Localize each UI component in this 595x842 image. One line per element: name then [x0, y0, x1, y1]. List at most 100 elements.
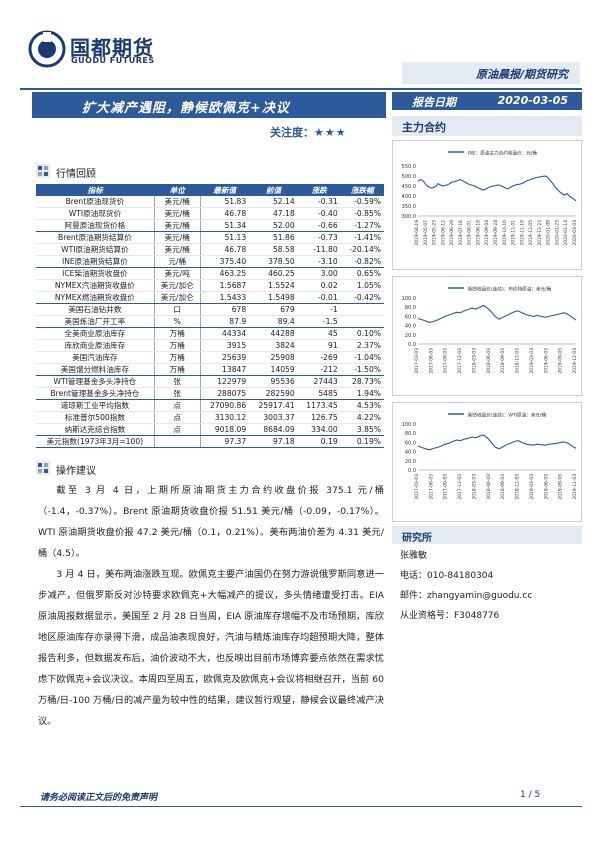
table-cell: 25639: [200, 351, 250, 364]
table-cell: -0.31: [297, 196, 341, 208]
table-cell: 张: [154, 387, 201, 400]
section-title-market: 行情回顾: [56, 169, 96, 180]
section-title-advice: 操作建议: [56, 466, 96, 477]
y-tick-label: 60.0: [405, 314, 416, 320]
table-cell: -0.73: [297, 231, 341, 244]
table-cell: 万桶: [154, 363, 201, 376]
star-rating-icon: ★★★: [314, 126, 347, 139]
table-cell: 美元/桶: [154, 207, 201, 220]
y-tick-label: 40.0: [405, 450, 416, 456]
table-row: WTI原油现货价 美元/桶 46.78 47.18 -0.40 -0.85%: [36, 207, 384, 220]
table-cell: 126.75: [297, 411, 341, 424]
table-cell: Brent原油期货结算价: [36, 231, 155, 244]
table-row: INE原油期货结算价 元/桶 375.40 378.50 -3.10 -0.82%: [36, 255, 384, 268]
x-tick-label: 2019-05-07: [423, 220, 429, 246]
x-tick-label: 2019-11-19: [519, 220, 525, 246]
y-tick-label: 450.0: [402, 184, 416, 190]
table-cell: NYMEX汽油期货收盘价: [36, 279, 155, 292]
table-cell: 91: [297, 339, 341, 352]
table-cell: 46.78: [200, 207, 250, 220]
table-cell: 美元/桶: [154, 219, 201, 232]
table-row: Brent原油期货结算价 美元/桶 51.13 51.86 -0.73 -1.41%: [36, 231, 384, 244]
y-tick-label: 550.0: [402, 164, 416, 170]
table-cell: -1.50%: [340, 363, 384, 376]
table-cell: -0.01: [297, 291, 341, 304]
chart-ine: INE：原油主力合约收盘价：元/桶 550.0 500.0 450.0 400.0 350…: [392, 140, 582, 270]
x-tick-label: 2019-12-03: [572, 474, 578, 500]
table-row: 纳斯达克综合指数点 9018.09 8684.09 334.00 3.85%: [36, 423, 384, 436]
legend-label: 期货收盘价(连续)：WTI原油：美元/桶: [468, 412, 547, 419]
table-cell: 46.78: [200, 243, 250, 256]
market-table: 指标 单位 最新值 前值 涨跌 涨跌幅 Brent原油现货价 美元/桶 51.83 5…: [36, 184, 384, 448]
table-cell: 95536: [249, 375, 298, 388]
table-cell: 万桶: [154, 339, 201, 352]
x-tick-label: 2017-03-03: [414, 348, 420, 374]
table-cell: 0.10%: [340, 327, 384, 340]
table-cell: 1.05%: [340, 279, 384, 292]
y-tick-label: 100.0: [402, 422, 416, 428]
y-tick-label: 20.0: [405, 459, 416, 465]
col-header: 指标: [36, 184, 155, 196]
table-cell: 美元/加仑: [154, 291, 201, 304]
x-tick-label: 2019-09-04: [484, 220, 490, 246]
chart-brent: 期货收盘价(连续)：布伦特原油：美元/桶 100.0 80.0 60.0 40.0 20.…: [392, 276, 582, 396]
table-cell: -212: [297, 363, 341, 376]
table-cell: 51.86: [249, 231, 298, 244]
table-cell: 美元指数(1973年3月=100): [36, 435, 155, 448]
series-line: [417, 175, 577, 202]
table-cell: 3824: [249, 339, 298, 352]
logo-icon: [28, 30, 66, 68]
report-date-value: 2020-03-05: [497, 94, 568, 107]
chart-brent-svg: 期货收盘价(连续)：布伦特原油：美元/桶 100.0 80.0 60.0 40.0 20.…: [392, 276, 582, 396]
table-cell: 美元/桶: [154, 196, 201, 208]
chart-ine-svg: INE：原油主力合约收盘价：元/桶 550.0 500.0 450.0 400.0 350…: [392, 140, 582, 270]
company-logo: 国都期货 GUODU FUTURES: [28, 30, 178, 70]
table-cell: 47.18: [249, 207, 298, 220]
chart-frame: [392, 402, 582, 522]
table-cell: 美国炼油厂开工率: [36, 315, 155, 328]
table-header-row: 指标 单位 最新值 前值 涨跌 涨跌幅: [36, 184, 384, 196]
chart-frame: [392, 140, 582, 270]
table-cell: 460.25: [249, 267, 298, 280]
table-cell: -1: [297, 303, 341, 316]
table-cell: ICE柴油期货收盘价: [36, 267, 155, 280]
table-row: 美国炼油厂开工率% 87.9 89.4 -1.5: [36, 315, 384, 328]
table-cell: 3915: [200, 339, 250, 352]
x-tick-label: 2019-06-03: [543, 474, 549, 500]
x-tick-label: 2019-08-01: [467, 220, 473, 246]
x-tick-label: 2019-11-01: [511, 220, 517, 246]
researcher-email[interactable]: 邮件：zhangyamin@guodu.cc: [400, 591, 533, 601]
table-cell: 库欣商业原油库存: [36, 339, 155, 352]
table-cell: -0.59%: [340, 196, 384, 208]
table-cell: -3.10: [297, 255, 341, 268]
table-cell: WTI管理基金多头净持仓: [36, 375, 155, 388]
table-row: 道琼斯工业平均指数点 27090.86 25917.41 1173.45 4.53%: [36, 399, 384, 412]
table-cell: INE原油期货结算价: [36, 255, 155, 268]
table-cell: 点: [154, 423, 201, 436]
table-cell: 8684.09: [249, 423, 298, 436]
table-cell: 52.14: [249, 196, 298, 208]
table-cell: -1.27%: [340, 219, 384, 232]
researcher-license: 从业资格号：F3048776: [400, 611, 500, 621]
focus-rating: 关注度：★★★: [270, 124, 347, 140]
researcher-title: 研究所: [402, 533, 432, 544]
logo-text-cn: 国都期货: [70, 36, 154, 60]
x-tick-label: 2019-09-03: [558, 348, 564, 374]
section-bullet-icon: [36, 461, 50, 475]
table-row: 全美商业原油库存 万桶 44334 44288 45 0.10%: [36, 327, 384, 340]
table-cell: 463.25: [200, 267, 250, 280]
x-tick-label: 2019-12-03: [572, 348, 578, 374]
x-tick-label: 2019-06-03: [543, 348, 549, 374]
y-tick-label: 0.0: [408, 342, 416, 348]
table-cell: 张: [154, 375, 201, 388]
y-tick-label: 300.0: [402, 214, 416, 220]
x-tick-label: 2017-09-03: [443, 474, 449, 500]
table-cell: -0.82%: [340, 255, 384, 268]
table-cell: -20.14%: [340, 243, 384, 256]
header-divider: [20, 88, 582, 90]
x-tick-label: 2017-06-03: [428, 474, 434, 500]
table-cell: 52.00: [249, 219, 298, 232]
table-cell: 0.65%: [340, 267, 384, 280]
table-cell: 122979: [200, 375, 250, 388]
disclaimer-note[interactable]: 请务必阅读正文后的免责声明: [40, 793, 158, 803]
